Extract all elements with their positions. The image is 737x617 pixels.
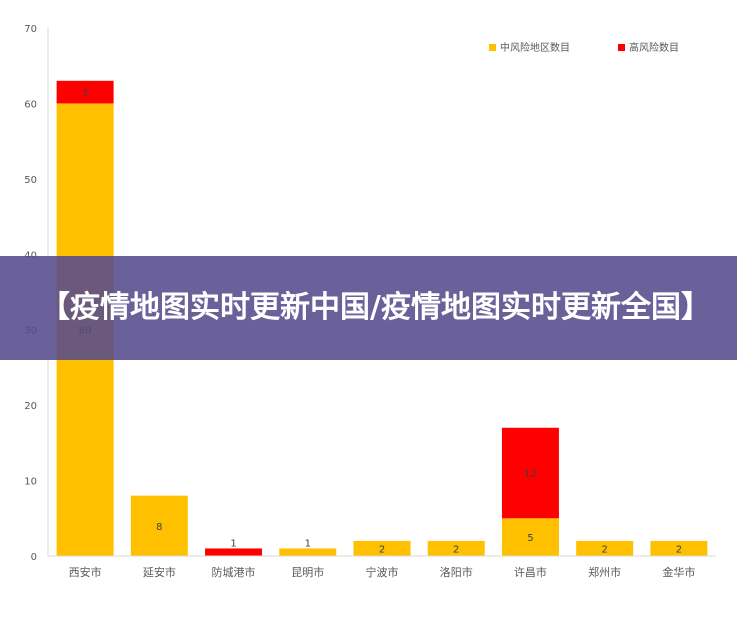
- y-tick-label: 10: [24, 477, 37, 488]
- x-tick-label: 郑州市: [588, 565, 621, 579]
- bar-high-risk: [56, 80, 114, 104]
- data-label: 1: [305, 538, 311, 549]
- bar-medium-risk: [501, 518, 559, 556]
- data-label: 2: [601, 544, 607, 555]
- legend-label: 高风险数目: [629, 41, 679, 54]
- y-tick-label: 50: [24, 175, 37, 186]
- data-label: 3: [82, 88, 88, 99]
- data-label: 2: [453, 544, 459, 555]
- x-tick-label: 延安市: [143, 565, 176, 579]
- x-tick-label: 防城港市: [212, 565, 256, 579]
- y-tick-label: 20: [24, 401, 37, 412]
- legend-swatch: [489, 44, 496, 51]
- x-tick-label: 西安市: [69, 565, 102, 579]
- bar-medium-risk: [279, 548, 337, 556]
- y-tick-label: 0: [31, 552, 37, 563]
- bar-high-risk: [501, 427, 559, 519]
- bar-high-risk: [205, 548, 263, 556]
- y-tick-label: 70: [24, 24, 37, 35]
- legend-swatch: [618, 44, 625, 51]
- legend-label: 中风险地区数目: [500, 41, 570, 54]
- banner-title: 【疫情地图实时更新中国/疫情地图实时更新全国】: [40, 290, 711, 325]
- bar-medium-risk: [427, 540, 485, 556]
- x-tick-label: 洛阳市: [440, 565, 473, 579]
- bar-medium-risk: [130, 495, 188, 556]
- y-tick-label: 40: [24, 250, 37, 261]
- data-label: 5: [527, 533, 533, 544]
- data-label: 2: [379, 544, 385, 555]
- data-label: 8: [156, 522, 162, 533]
- bar-medium-risk: [650, 540, 708, 556]
- x-tick-label: 昆明市: [291, 565, 324, 579]
- bar-medium-risk: [576, 540, 634, 556]
- x-tick-label: 许昌市: [514, 565, 547, 579]
- x-axis: 西安市 延安市 防城港市 昆明市 宁波市 洛阳市 许昌市 郑州市 金华市: [48, 555, 716, 579]
- bar-medium-risk: [353, 540, 411, 556]
- data-label: 2: [676, 544, 682, 555]
- y-tick-label: 60: [24, 99, 37, 110]
- x-tick-label: 宁波市: [366, 565, 399, 579]
- x-tick-label: 金华市: [662, 565, 695, 579]
- data-label: 1: [230, 538, 236, 549]
- title-banner: 【疫情地图实时更新中国/疫情地图实时更新全国】: [0, 256, 737, 360]
- data-label: 12: [524, 469, 537, 480]
- legend: 中风险地区数目 高风险数目: [489, 41, 679, 54]
